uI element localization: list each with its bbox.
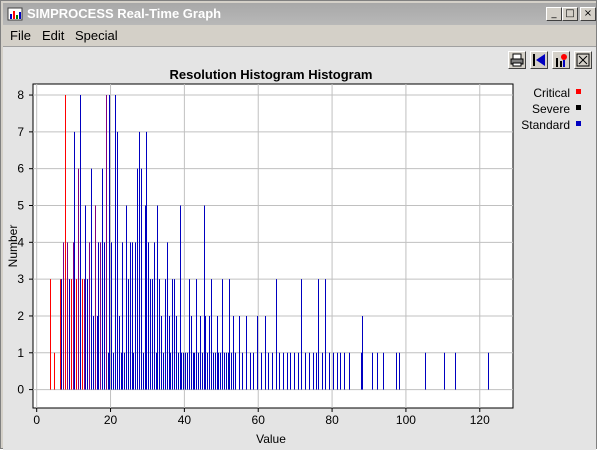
menu-special[interactable]: Special: [75, 28, 118, 43]
y-axis-label: Number: [6, 225, 20, 268]
x-tick-label: 40: [178, 413, 192, 427]
axis-ticks: 0 20 40 60 80 100 120 0 1 2 3 4 5 6 7 8: [17, 88, 490, 427]
x-tick-label: 80: [325, 413, 339, 427]
minimize-button[interactable]: _: [546, 7, 562, 21]
print-button[interactable]: [508, 51, 526, 69]
expand-icon: [576, 53, 590, 67]
legend-swatch: [576, 89, 581, 94]
bars: [50, 95, 489, 390]
back-icon: [533, 54, 545, 66]
legend-label: Severe: [532, 102, 570, 116]
x-tick-label: 60: [252, 413, 266, 427]
x-tick-label: 20: [104, 413, 118, 427]
y-tick-label: 8: [17, 88, 24, 102]
back-button[interactable]: [530, 51, 548, 69]
histogram-chart: Resolution Histogram Histogram 0 20 40 60 80…: [6, 67, 581, 446]
x-tick-label: 0: [33, 413, 40, 427]
print-icon: [510, 53, 524, 67]
legend-label: Critical: [533, 86, 570, 100]
y-tick-label: 7: [17, 125, 24, 139]
graph-panel: Resolution Histogram Histogram 0 20 40 60 80…: [3, 46, 596, 450]
y-tick-label: 4: [17, 235, 24, 249]
x-tick-label: 100: [396, 413, 416, 427]
legend-label: Standard: [521, 118, 570, 132]
menu-edit[interactable]: Edit: [42, 28, 65, 43]
y-tick-label: 6: [17, 162, 24, 176]
legend-swatch: [576, 105, 581, 110]
chart-title: Resolution Histogram Histogram: [170, 67, 373, 82]
y-tick-label: 0: [17, 383, 24, 397]
legend: Critical Severe Standard: [521, 86, 581, 132]
app-icon: [7, 7, 23, 21]
x-axis-label: Value: [256, 432, 286, 446]
menu-bar: File Edit Special: [3, 26, 596, 45]
pin-button[interactable]: [552, 51, 570, 69]
y-tick-label: 3: [17, 272, 24, 286]
menu-file[interactable]: File: [10, 28, 31, 43]
maximize-button[interactable]: □: [562, 7, 578, 21]
close-button[interactable]: ×: [580, 7, 596, 21]
pin-icon: [556, 54, 567, 67]
window-title: SIMPROCESS Real-Time Graph: [27, 6, 222, 21]
title-bar[interactable]: SIMPROCESS Real-Time Graph _ □ ×: [3, 3, 596, 25]
x-tick-label: 120: [470, 413, 490, 427]
y-tick-label: 1: [17, 346, 24, 360]
expand-button[interactable]: [574, 51, 592, 69]
y-tick-label: 5: [17, 199, 24, 213]
y-tick-label: 2: [17, 309, 24, 323]
legend-swatch: [576, 121, 581, 126]
